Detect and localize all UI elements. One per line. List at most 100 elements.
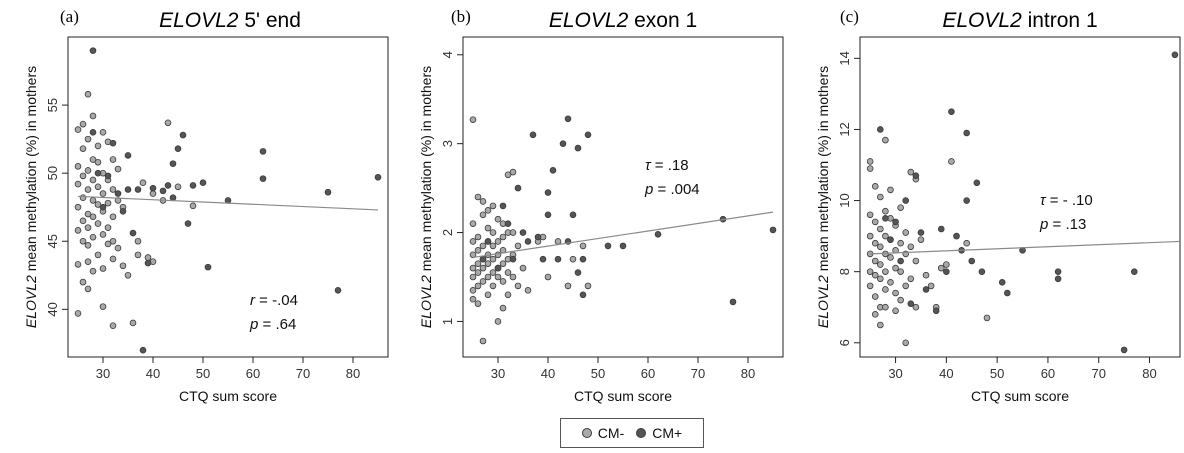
legend-item-cm-minus: CM-	[581, 425, 624, 441]
data-point-a-cm-minus-62	[134, 251, 142, 259]
y-tick-label-a-55: 55	[45, 98, 60, 112]
chart-title-b: ELOVL2 exon 1	[549, 9, 697, 32]
data-point-b-cm-plus-14	[549, 167, 557, 174]
data-point-b-cm-minus-2	[469, 238, 477, 245]
data-point-b-cm-minus-46	[499, 304, 507, 312]
data-point-c-cm-plus-26	[1120, 346, 1128, 354]
x-tick-label-c-30: 30	[888, 366, 902, 381]
data-point-c-cm-plus-0	[877, 126, 884, 133]
x-tick-label-b-80: 80	[741, 366, 755, 381]
data-point-c-cm-minus-42	[902, 229, 910, 236]
data-point-b-cm-plus-0	[479, 255, 487, 263]
y-tick-label-a-50: 50	[45, 166, 60, 180]
data-point-a-cm-minus-10	[79, 194, 87, 201]
data-point-a-cm-plus-2	[94, 169, 102, 177]
x-tick-label-a-80: 80	[346, 366, 360, 381]
data-point-b-cm-minus-28	[484, 291, 492, 299]
data-point-b-cm-plus-21	[574, 269, 582, 276]
data-point-a-cm-minus-33	[94, 201, 102, 208]
data-point-c-cm-minus-22	[882, 207, 889, 215]
data-point-c-cm-minus-36	[892, 289, 899, 297]
data-point-b-cm-minus-23	[484, 224, 492, 232]
data-point-a-cm-minus-21	[84, 258, 92, 265]
data-point-b-cm-plus-1	[484, 238, 492, 245]
data-point-a-cm-plus-5	[109, 139, 117, 147]
stat-symbol-b: τ	[645, 157, 652, 174]
data-point-c-cm-minus-48	[907, 275, 915, 283]
y-label-gene-c: ELOVL2	[815, 275, 831, 328]
stat-p-value-b: = .004	[653, 181, 699, 198]
data-point-b-cm-plus-23	[579, 291, 587, 299]
x-tick-label-a-30: 30	[96, 366, 110, 381]
data-point-b-cm-minus-17	[479, 242, 487, 250]
data-point-b-cm-minus-66	[579, 242, 587, 250]
data-point-a-cm-minus-50	[109, 213, 117, 221]
data-point-a-cm-plus-7	[119, 207, 127, 215]
title-gene-b: ELOVL2	[549, 9, 629, 32]
x-tick-label-b-30: 30	[491, 366, 505, 381]
data-point-b-cm-minus-29	[489, 202, 497, 210]
data-point-b-cm-minus-15	[479, 198, 487, 205]
data-point-b-cm-minus-11	[474, 260, 482, 267]
data-point-c-cm-minus-38	[897, 204, 904, 211]
x-tick-label-a-50: 50	[196, 366, 210, 381]
y-label-rest-a: mean methylation (%) in mothers	[23, 66, 39, 275]
data-point-a-cm-minus-1	[74, 163, 82, 170]
data-point-a-cm-minus-36	[99, 129, 107, 136]
panel-letter-a: (a)	[60, 7, 79, 26]
data-point-a-cm-plus-18	[169, 194, 177, 201]
data-point-b-cm-minus-56	[514, 242, 522, 250]
stat-symbol-a: r	[250, 292, 256, 309]
data-point-c-cm-minus-8	[871, 218, 879, 226]
data-point-c-cm-plus-19	[973, 179, 981, 187]
data-point-c-cm-minus-50	[912, 257, 920, 265]
data-point-a-cm-minus-24	[89, 156, 97, 163]
data-point-b-cm-minus-37	[494, 251, 502, 259]
data-point-b-cm-minus-26	[484, 260, 492, 267]
data-point-b-cm-plus-9	[529, 131, 537, 139]
data-point-c-cm-minus-45	[902, 339, 910, 347]
data-point-b-cm-minus-30	[489, 229, 497, 236]
data-point-b-cm-plus-19	[569, 211, 577, 219]
data-point-b-cm-minus-55	[509, 273, 517, 281]
data-point-a-cm-minus-5	[74, 261, 82, 268]
x-axis-label-c: CTQ sum score	[971, 388, 1069, 404]
data-point-a-cm-minus-7	[79, 120, 87, 128]
x-tick-label-c-80: 80	[1142, 366, 1156, 381]
data-point-a-cm-plus-9	[124, 186, 132, 193]
data-point-a-cm-plus-28	[324, 188, 332, 196]
title-gene-a: ELOVL2	[159, 9, 239, 32]
data-point-a-cm-plus-4	[104, 172, 112, 180]
data-point-a-cm-minus-69	[174, 183, 182, 191]
data-point-c-cm-minus-57	[943, 261, 950, 268]
data-point-b-cm-plus-15	[554, 255, 562, 263]
data-point-b-cm-minus-0	[469, 116, 477, 123]
data-point-a-cm-minus-46	[104, 224, 112, 231]
data-point-a-cm-minus-13	[79, 278, 87, 286]
data-point-c-cm-minus-44	[902, 282, 910, 290]
data-point-b-cm-minus-67	[584, 282, 592, 290]
data-point-a-cm-minus-34	[94, 220, 102, 227]
data-point-a-cm-minus-32	[94, 183, 102, 191]
data-point-a-cm-minus-17	[84, 186, 92, 193]
data-point-b-cm-minus-64	[564, 282, 572, 290]
data-point-b-cm-plus-13	[544, 211, 552, 219]
data-point-c-cm-minus-26	[882, 286, 889, 293]
title-rest-a: 5' end	[238, 9, 300, 32]
data-point-a-cm-minus-14	[84, 90, 92, 98]
data-point-a-cm-minus-59	[124, 271, 132, 279]
data-point-c-cm-plus-20	[978, 268, 986, 275]
data-point-b-cm-minus-32	[489, 255, 497, 263]
stat-coef-a: r = -.04	[250, 292, 298, 309]
y-tick-label-c-14: 14	[837, 51, 852, 65]
y-label-gene-a: ELOVL2	[23, 275, 39, 328]
stat-coef-value-a: = -.04	[255, 292, 298, 309]
data-point-a-cm-minus-11	[79, 217, 87, 225]
data-point-c-cm-minus-46	[907, 168, 915, 176]
data-point-b-cm-minus-33	[489, 269, 497, 276]
x-tick-label-b-50: 50	[591, 366, 605, 381]
data-point-a-cm-plus-17	[169, 160, 177, 167]
data-point-a-cm-minus-38	[99, 190, 107, 197]
x-axis-label-b: CTQ sum score	[574, 388, 672, 404]
